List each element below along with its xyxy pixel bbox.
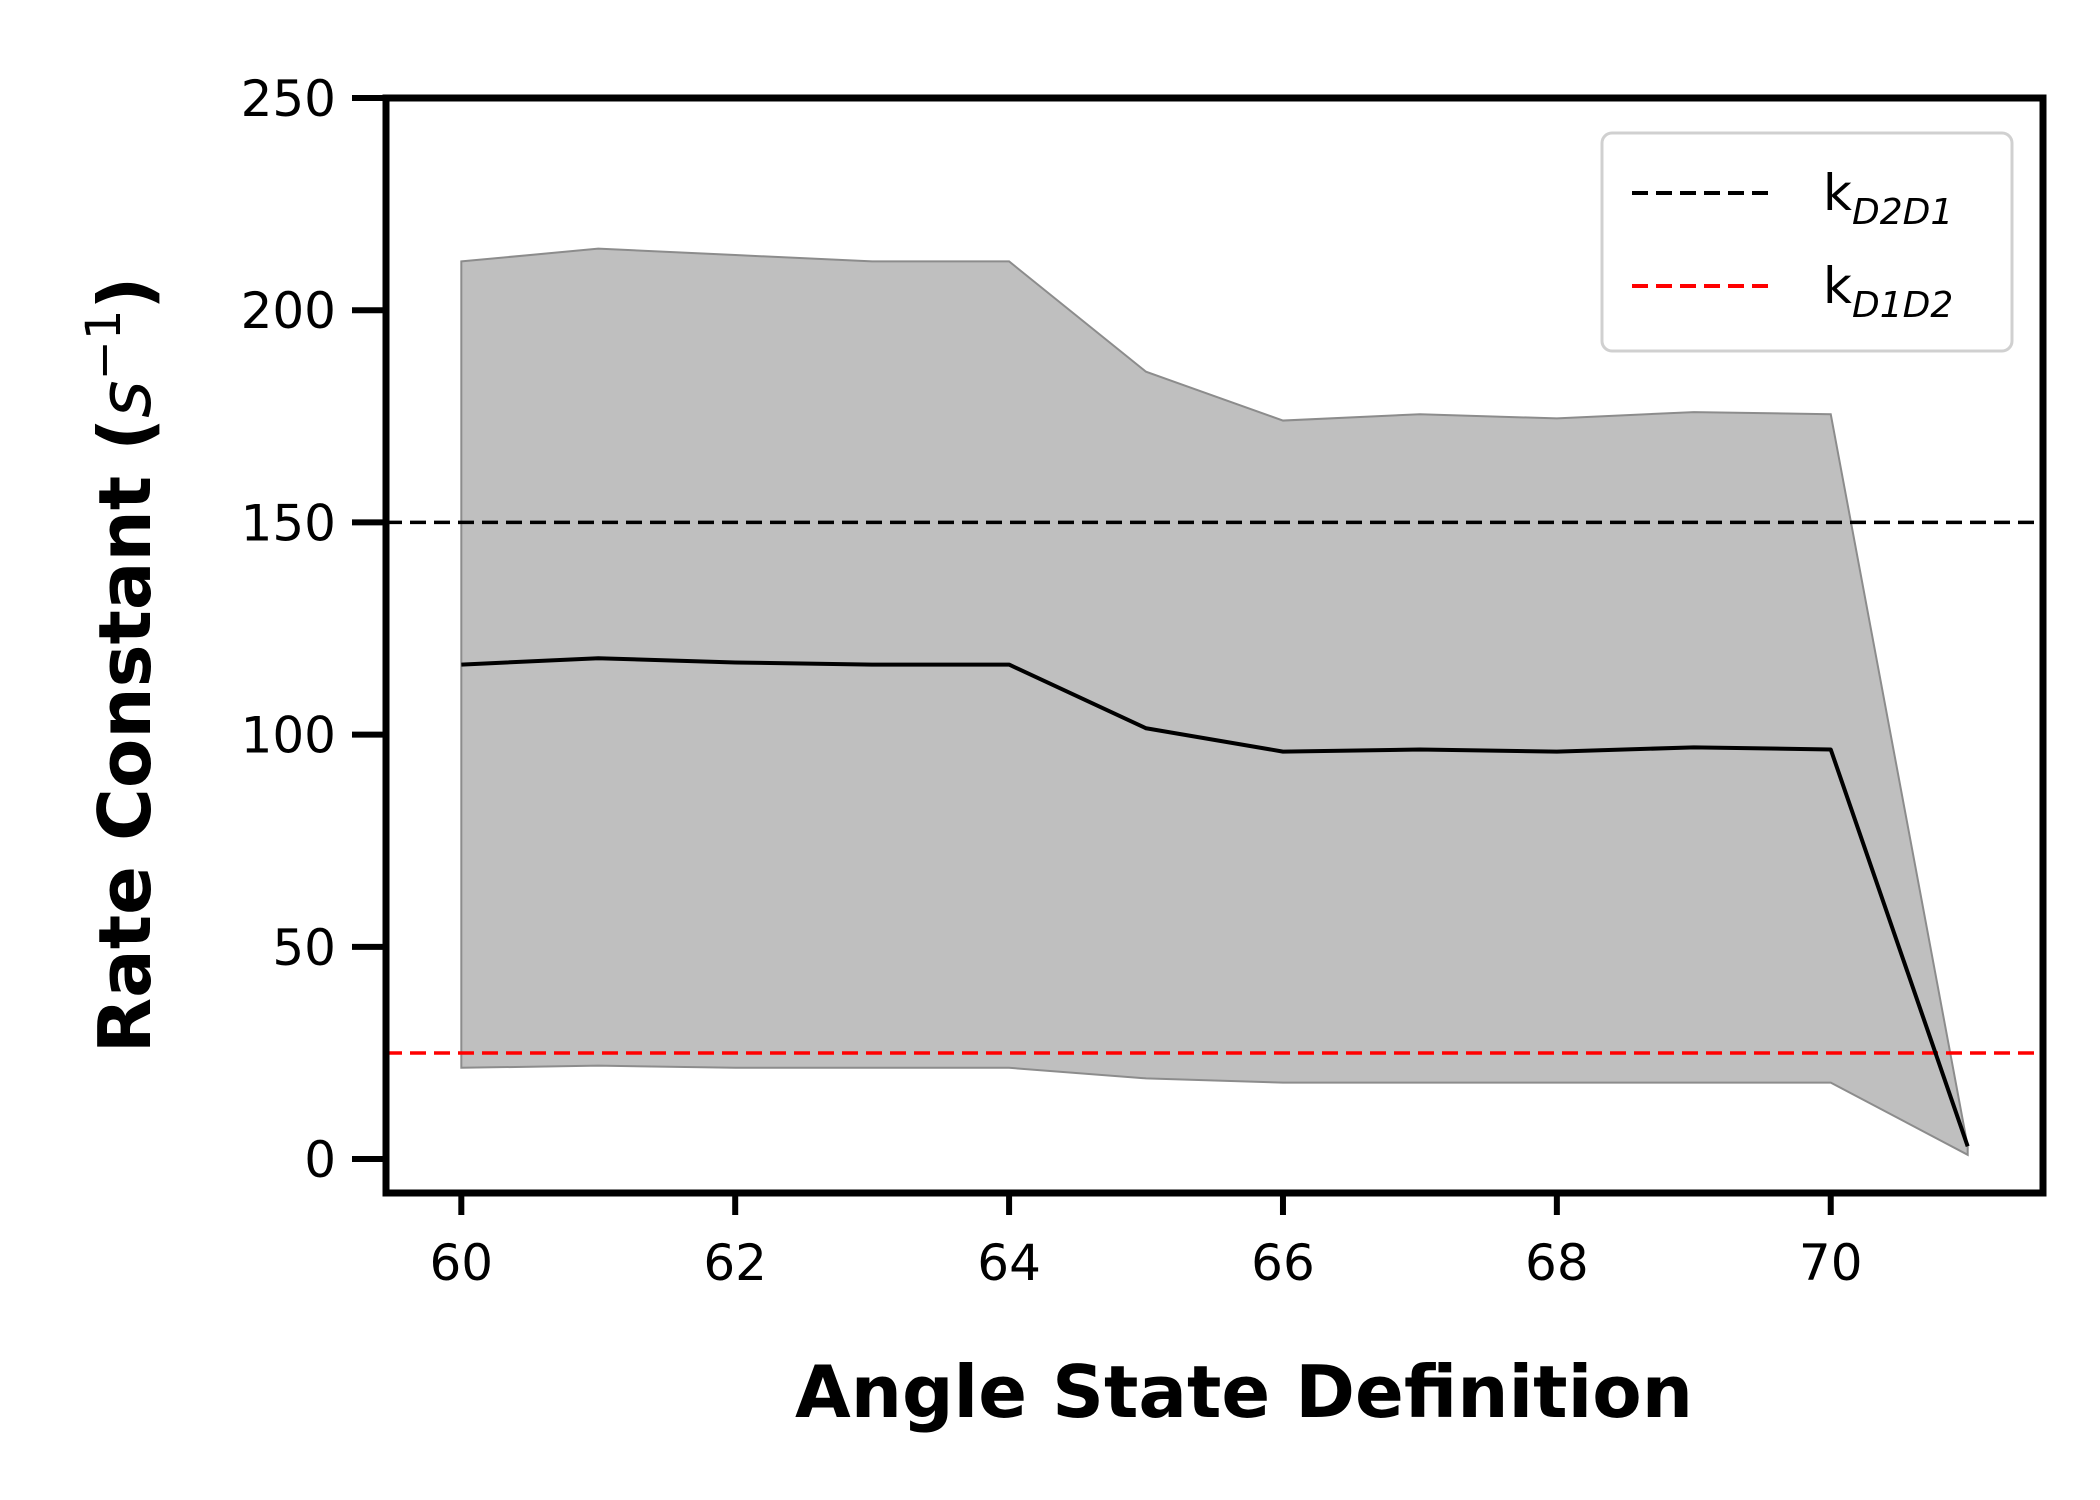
series-line bbox=[461, 656, 1970, 1147]
x-tick-label-60: 60 bbox=[430, 1234, 494, 1292]
y-axis-title-unit: s bbox=[83, 380, 167, 418]
y-axis-title: Rate Constant (s−1) bbox=[76, 277, 167, 1054]
x-tick-label-68: 68 bbox=[1525, 1234, 1589, 1292]
legend: kD2D1 kD1D2 bbox=[1600, 131, 2014, 353]
y-tick-label-0: 0 bbox=[304, 1131, 336, 1189]
legend-label-kd2d1-base: k bbox=[1823, 164, 1852, 222]
legend-label-kd1d2: kD1D2 bbox=[1823, 257, 1953, 326]
y-tick-label-50: 50 bbox=[272, 919, 336, 977]
legend-label-kd1d2-sub: D1D2 bbox=[1852, 285, 1953, 326]
legend-label-kd1d2-base: k bbox=[1823, 257, 1852, 315]
y-tick-label-200: 200 bbox=[241, 282, 336, 340]
legend-label-kd2d1: kD2D1 bbox=[1823, 164, 1953, 233]
y-axis-title-close: ) bbox=[83, 277, 167, 310]
x-tick-label-64: 64 bbox=[977, 1234, 1041, 1292]
legend-label-kd2d1-sub: D2D1 bbox=[1852, 192, 1953, 233]
x-tick-label-62: 62 bbox=[703, 1234, 767, 1292]
y-axis: 0 50 100 150 200 250 bbox=[241, 70, 386, 1189]
x-tick-label-70: 70 bbox=[1799, 1234, 1863, 1292]
plot-frame bbox=[382, 94, 2047, 1197]
y-tick-label-150: 150 bbox=[241, 494, 336, 552]
uncertainty-band bbox=[460, 247, 1969, 1157]
legend-frame bbox=[1600, 131, 2014, 353]
x-tick-label-66: 66 bbox=[1251, 1234, 1315, 1292]
plot-area bbox=[382, 94, 2047, 1197]
y-axis-title-unit-exponent: −1 bbox=[76, 310, 132, 381]
x-axis-title: Angle State Definition bbox=[795, 1350, 1693, 1434]
y-tick-label-100: 100 bbox=[241, 707, 336, 765]
y-tick-label-250: 250 bbox=[241, 70, 336, 128]
x-axis: 60 62 64 66 68 70 bbox=[430, 1193, 1863, 1292]
y-axis-title-text: Rate Constant ( bbox=[83, 418, 167, 1053]
